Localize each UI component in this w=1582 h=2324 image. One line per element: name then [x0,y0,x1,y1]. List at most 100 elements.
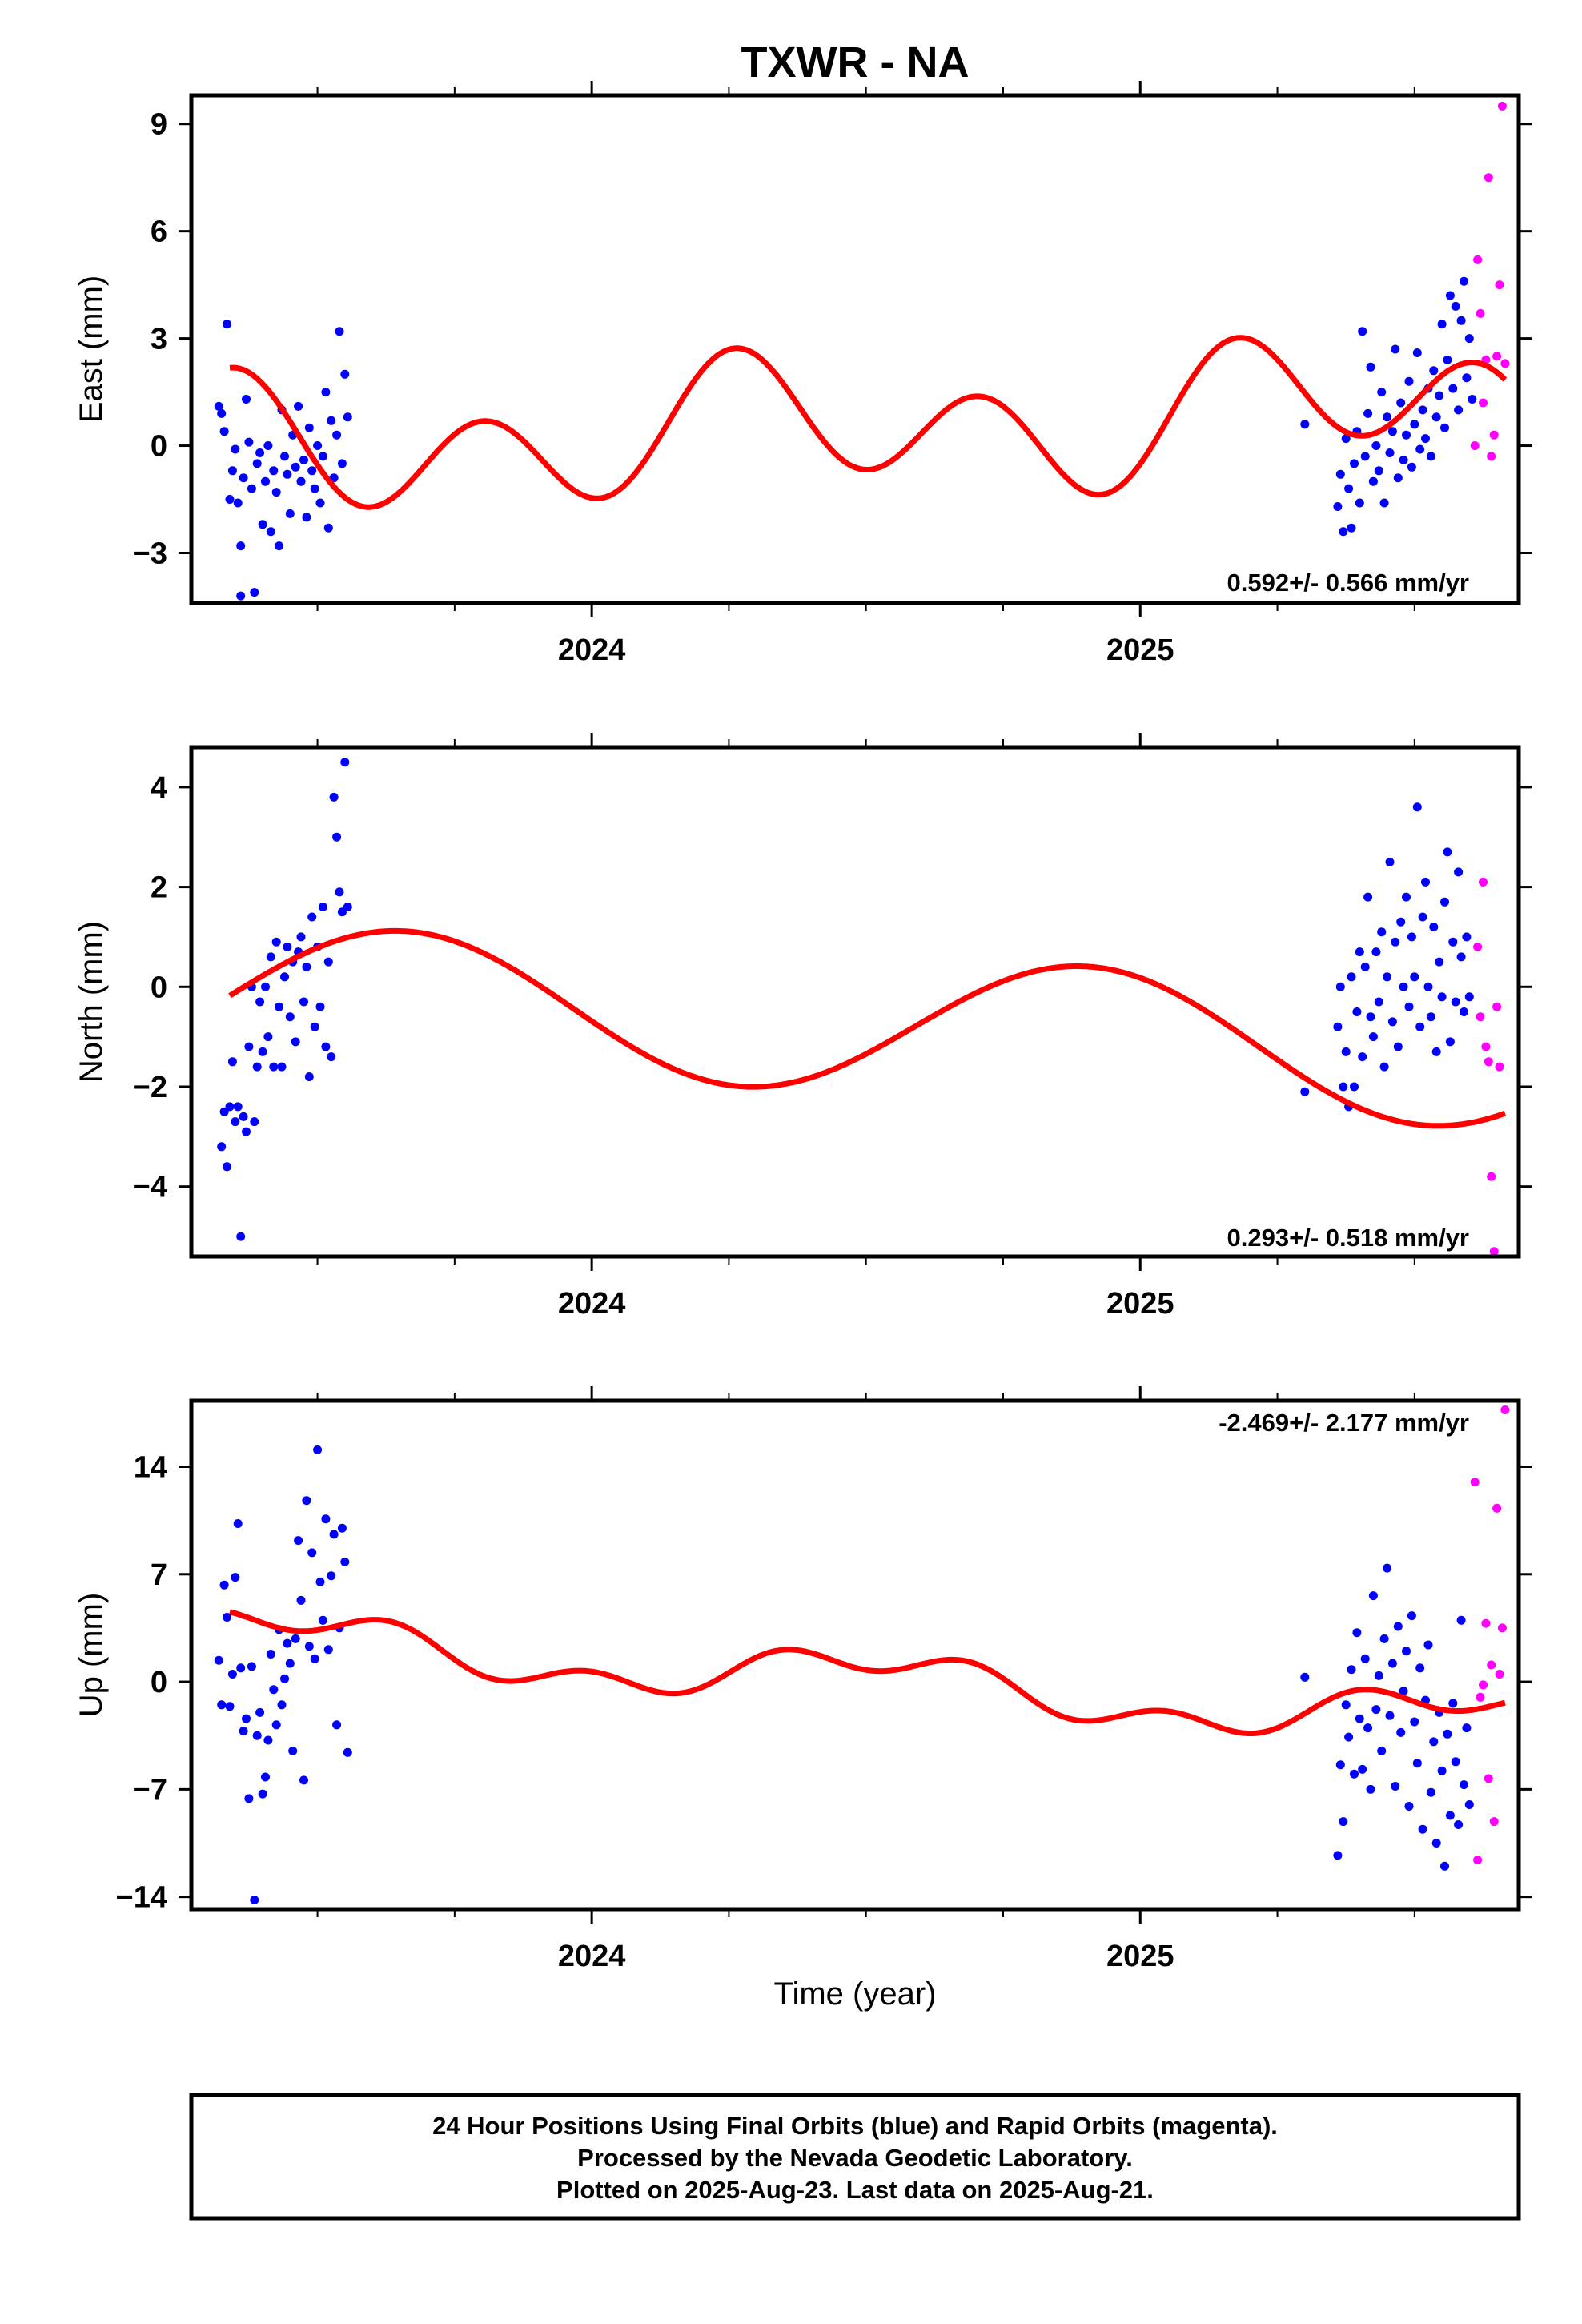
north-final-orbit-point [236,1232,246,1241]
north-xtick-label: 2024 [558,1287,626,1321]
up-final-orbit-point [223,1613,231,1622]
east-final-orbit-point [313,441,323,450]
up-final-orbit-point [332,1720,342,1730]
up-final-orbit-point [1431,1839,1441,1848]
east-final-orbit-point [231,444,240,454]
up-final-orbit-point [323,1645,333,1655]
east-final-orbit-point [1399,455,1408,464]
east-final-orbit-point [1410,420,1419,429]
east-final-orbit-point [242,395,251,404]
east-final-orbit-point [236,541,246,551]
north-final-orbit-point [269,1062,279,1072]
north-final-orbit-point [1410,972,1419,982]
east-final-orbit-point [217,408,227,418]
east-final-orbit-point [1407,462,1416,472]
up-final-orbit-point [1456,1615,1466,1625]
east-final-orbit-point [255,448,265,457]
up-final-orbit-point [263,1735,273,1745]
north-final-orbit-point [1437,992,1447,1002]
up-final-orbit-point [343,1747,352,1757]
up-final-orbit-point [315,1577,325,1586]
north-final-orbit-point [1379,1062,1389,1072]
up-final-orbit-point [225,1702,235,1711]
north-final-orbit-point [1456,952,1466,962]
east-final-orbit-point [1437,320,1447,329]
up-final-orbit-point [231,1573,240,1582]
up-final-orbit-point [1448,1699,1458,1708]
up-final-orbit-point [1462,1723,1472,1733]
up-final-orbit-point [1371,1705,1381,1715]
up-final-orbit-point [1368,1591,1378,1601]
east-rapid-orbit-point [1487,452,1496,461]
north-final-orbit-point [1360,962,1370,971]
north-final-orbit-point [258,1047,267,1056]
north-final-orbit-point [1393,1042,1403,1051]
east-final-orbit-point [214,401,223,411]
up-ytick-label: 7 [151,1558,167,1592]
up-final-orbit-point [294,1536,303,1546]
north-final-orbit-point [244,1042,254,1051]
up-final-orbit-point [1385,1711,1395,1720]
up-final-orbit-point [1355,1714,1364,1723]
north-final-orbit-point [1429,923,1439,931]
east-final-orbit-point [302,513,311,522]
east-xtick-label: 2025 [1106,633,1174,667]
north-final-orbit-point [340,758,350,767]
east-final-orbit-point [223,320,231,329]
east-final-orbit-point [1435,391,1444,400]
up-final-orbit-point [1347,1665,1356,1675]
up-final-orbit-point [1393,1622,1403,1631]
east-final-orbit-point [271,488,281,497]
up-xtick-label: 2024 [558,1940,626,1973]
up-rapid-orbit-point [1497,1623,1507,1633]
up-final-orbit-point [1415,1663,1425,1673]
east-final-orbit-point [1350,459,1359,468]
north-final-orbit-point [285,1012,295,1022]
up-rapid-orbit-point [1476,1692,1485,1702]
north-final-orbit-point [1435,957,1444,967]
east-final-orbit-point [269,466,279,476]
north-rapid-orbit-point [1489,1247,1499,1256]
up-final-orbit-point [1445,1811,1455,1820]
east-final-orbit-point [239,473,248,483]
north-final-orbit-point [1423,982,1433,991]
up-final-orbit-point [219,1580,229,1590]
north-plot-area [217,758,1507,1256]
up-final-orbit-point [1360,1654,1370,1663]
north-rapid-orbit-point [1492,1002,1502,1011]
east-final-orbit-point [337,459,347,468]
east-final-orbit-point [1412,348,1422,357]
north-final-orbit-point [1350,1082,1359,1092]
east-final-orbit-point [233,498,243,508]
up-final-orbit-point [1333,1851,1343,1860]
east-final-orbit-point [236,591,246,601]
up-final-orbit-point [227,1670,237,1679]
east-final-orbit-point [1402,430,1411,440]
east-final-orbit-point [294,401,303,411]
east-final-orbit-point [323,523,333,533]
east-final-orbit-point [1355,498,1364,508]
up-final-orbit-point [1350,1769,1359,1779]
east-final-orbit-point [1363,408,1373,418]
east-final-orbit-point [1387,427,1397,436]
east-final-orbit-point [1451,301,1460,311]
east-rapid-orbit-point [1497,101,1507,111]
north-final-orbit-point [242,1127,251,1136]
east-final-orbit-point [275,541,284,551]
north-final-orbit-point [1426,1012,1435,1022]
north-final-orbit-point [1404,1002,1414,1011]
north-ytick-label: 2 [151,871,167,905]
north-final-orbit-point [1443,847,1452,857]
east-final-orbit-point [1391,344,1400,354]
east-final-orbit-point [1366,362,1375,372]
north-final-orbit-point [261,982,270,991]
east-rapid-orbit-point [1484,173,1493,183]
north-final-orbit-point [307,912,317,922]
north-rapid-orbit-point [1473,942,1483,951]
north-rate-label: 0.293+/- 0.518 mm/yr [1227,1224,1469,1252]
up-final-orbit-point [285,1659,295,1668]
east-final-orbit-point [332,430,342,440]
up-final-orbit-point [266,1650,275,1659]
up-rapid-orbit-point [1473,1856,1483,1865]
up-final-orbit-point [288,1746,298,1755]
